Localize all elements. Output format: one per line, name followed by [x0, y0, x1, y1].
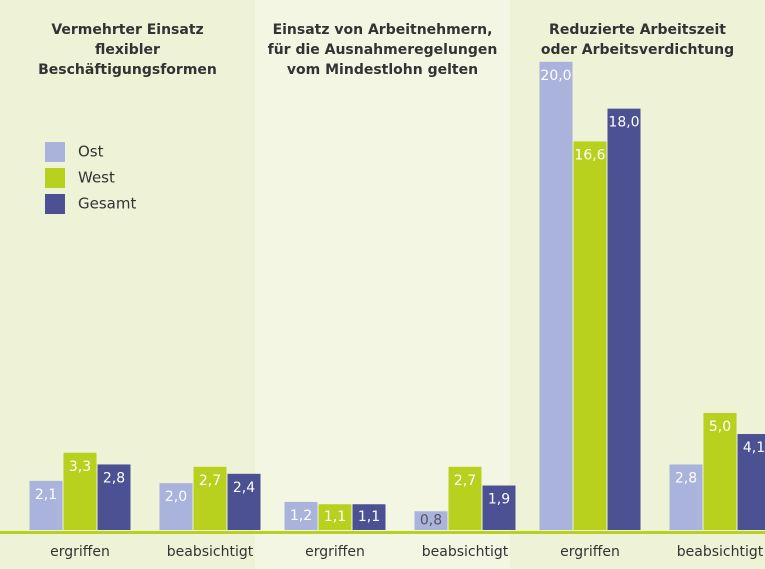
bar	[227, 473, 261, 530]
value-label: 2,4	[233, 480, 255, 496]
value-label: 1,2	[290, 508, 312, 524]
bar	[284, 501, 318, 530]
x-tick-label: ergriffen	[305, 544, 365, 560]
value-label: 0,8	[420, 513, 442, 529]
value-label: 2,8	[675, 470, 697, 486]
bar	[737, 434, 765, 530]
value-label: 2,7	[199, 473, 221, 489]
legend-label: Gesamt	[78, 195, 136, 213]
legend-swatch	[45, 142, 65, 162]
bar	[29, 480, 63, 530]
legend-swatch	[45, 168, 65, 188]
legend-label: Ost	[78, 143, 104, 161]
bar	[482, 485, 516, 530]
value-label: 18,0	[608, 115, 639, 131]
bar	[573, 141, 607, 530]
value-label: 20,0	[540, 68, 571, 84]
value-label: 1,9	[488, 492, 510, 508]
bar	[352, 504, 386, 530]
x-tick-label: beabsichtigt	[677, 544, 764, 560]
chart-title: Vermehrter Einsatz	[51, 22, 203, 38]
chart-title: für die Ausnahmeregelungen	[268, 42, 498, 58]
bar	[318, 504, 352, 530]
value-label: 2,1	[35, 487, 57, 503]
value-label: 16,6	[574, 147, 605, 163]
bar	[539, 61, 573, 531]
chart-title: Beschäftigungsformen	[38, 62, 217, 78]
x-tick-label: beabsichtigt	[422, 544, 509, 560]
chart-title: Reduzierte Arbeitszeit	[549, 22, 726, 38]
chart-title: vom Mindestlohn gelten	[287, 62, 478, 78]
chart-title: flexibler	[95, 42, 160, 58]
bar	[703, 412, 737, 530]
value-label: 2,0	[165, 489, 187, 505]
bar	[159, 483, 193, 530]
bar	[193, 466, 227, 530]
bar	[97, 464, 131, 530]
bar	[669, 464, 703, 530]
legend-swatch	[45, 194, 65, 214]
baseline	[0, 531, 765, 534]
value-label: 3,3	[69, 459, 91, 475]
value-label: 1,1	[358, 509, 380, 525]
legend-label: West	[78, 169, 115, 187]
x-tick-label: ergriffen	[50, 544, 110, 560]
value-label: 2,8	[103, 470, 125, 486]
bar	[448, 466, 482, 530]
x-tick-label: ergriffen	[560, 544, 620, 560]
bar	[607, 108, 641, 531]
chart-title: oder Arbeitsverdichtung	[541, 42, 734, 58]
value-label: 4,1	[743, 440, 765, 456]
chart-title: Einsatz von Arbeitnehmern,	[273, 22, 493, 38]
bar	[414, 511, 448, 530]
bar	[63, 452, 97, 530]
value-label: 1,1	[324, 509, 346, 525]
x-tick-label: beabsichtigt	[167, 544, 254, 560]
value-label: 2,7	[454, 473, 476, 489]
value-label: 5,0	[709, 419, 731, 435]
